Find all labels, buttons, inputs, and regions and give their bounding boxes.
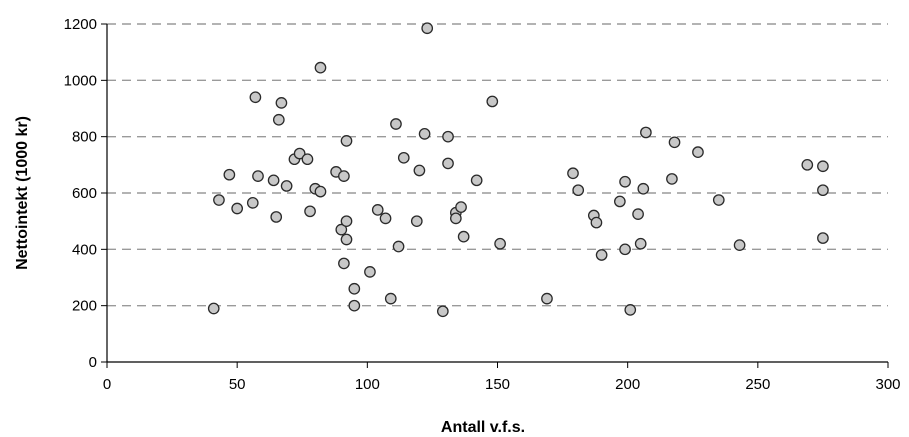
data-point-0-62	[640, 126, 652, 139]
data-point-0-54	[595, 249, 608, 261]
data-point-0-46	[470, 174, 483, 187]
data-point-0-51	[572, 184, 585, 197]
data-point-0-11	[280, 180, 293, 192]
gridlines	[107, 23, 888, 307]
data-point-0-32	[390, 118, 402, 130]
data-point-0-70	[817, 184, 829, 197]
data-point-0-66	[712, 194, 725, 206]
data-point-0-13	[293, 147, 306, 160]
y-tick-label-200: 200	[72, 298, 97, 315]
data-point-0-63	[666, 173, 678, 185]
data-point-0-55	[614, 195, 626, 208]
data-point-0-39	[436, 305, 449, 318]
x-tick-label-200: 200	[615, 376, 640, 393]
x-tick-label-100: 100	[355, 376, 380, 393]
data-point-0-2	[223, 168, 236, 181]
data-point-0-5	[249, 91, 262, 104]
data-point-0-40	[442, 130, 454, 143]
data-point-0-36	[413, 164, 426, 177]
data-point-0-50	[567, 167, 579, 180]
data-point-0-37	[418, 128, 431, 140]
y-tick-label-600: 600	[72, 185, 97, 202]
data-point-0-17	[314, 61, 327, 74]
data-point-0-49	[541, 292, 553, 305]
data-point-0-65	[692, 146, 704, 159]
data-point-0-28	[364, 266, 376, 278]
data-point-0-41	[442, 157, 454, 170]
data-point-0-31	[384, 292, 397, 305]
data-point-0-56	[619, 175, 631, 188]
data-point-0-29	[371, 204, 384, 216]
data-point-0-21	[338, 170, 350, 182]
data-point-0-18	[314, 185, 327, 198]
data-point-0-6	[252, 170, 264, 182]
data-point-0-68	[801, 158, 814, 171]
x-tick-label-0: 0	[103, 376, 111, 393]
data-point-0-64	[668, 136, 681, 149]
data-point-0-71	[817, 232, 829, 244]
data-point-0-15	[304, 205, 316, 218]
data-point-0-69	[817, 160, 829, 173]
data-point-0-7	[267, 174, 280, 187]
data-point-0-59	[632, 208, 644, 220]
y-tick-label-400: 400	[72, 241, 97, 258]
data-point-0-35	[410, 215, 423, 228]
data-point-0-22	[338, 257, 350, 270]
data-point-0-60	[634, 237, 647, 250]
data-point-0-14	[301, 153, 314, 166]
y-tick-label-1200: 1200	[64, 16, 97, 33]
data-point-0-30	[379, 212, 392, 225]
data-point-0-25	[340, 233, 353, 246]
data-point-0-33	[392, 240, 405, 253]
data-points	[207, 22, 829, 318]
y-axis-title: Nettointekt (1000 kr)	[14, 116, 31, 270]
x-tick-label-50: 50	[229, 376, 246, 393]
data-point-0-48	[494, 237, 506, 250]
data-point-0-61	[637, 182, 650, 195]
data-point-0-45	[457, 230, 470, 243]
data-point-0-27	[348, 299, 361, 312]
data-point-0-4	[246, 197, 259, 209]
data-point-0-24	[340, 215, 353, 228]
data-point-0-9	[272, 113, 285, 126]
data-point-0-43	[449, 212, 462, 225]
x-axis-title: Antall v.f.s.	[441, 419, 525, 436]
data-point-0-0	[207, 302, 220, 315]
data-point-0-26	[348, 282, 361, 295]
axes	[101, 23, 889, 368]
data-point-0-57	[619, 243, 631, 256]
data-point-0-47	[486, 95, 499, 108]
data-point-0-20	[335, 223, 348, 236]
data-point-0-1	[213, 194, 225, 206]
data-point-0-8	[270, 211, 283, 223]
data-point-0-3	[231, 202, 244, 215]
y-tick-label-1000: 1000	[64, 72, 97, 89]
data-point-0-67	[733, 239, 746, 251]
data-point-0-34	[397, 151, 410, 164]
y-tick-label-0: 0	[89, 354, 97, 371]
data-point-0-38	[421, 22, 434, 35]
x-tick-label-150: 150	[485, 376, 510, 393]
data-point-0-58	[624, 304, 637, 316]
y-tick-label-800: 800	[72, 129, 97, 146]
data-point-0-44	[455, 201, 467, 213]
data-point-0-53	[590, 216, 603, 229]
tick-labels: 0 200 400 600 800 1000 1200 0 50 100 150 200 250 300	[64, 16, 901, 393]
data-point-0-23	[340, 135, 353, 147]
data-point-0-10	[275, 97, 288, 109]
x-tick-label-250: 250	[745, 376, 770, 393]
x-tick-label-300: 300	[875, 376, 900, 393]
